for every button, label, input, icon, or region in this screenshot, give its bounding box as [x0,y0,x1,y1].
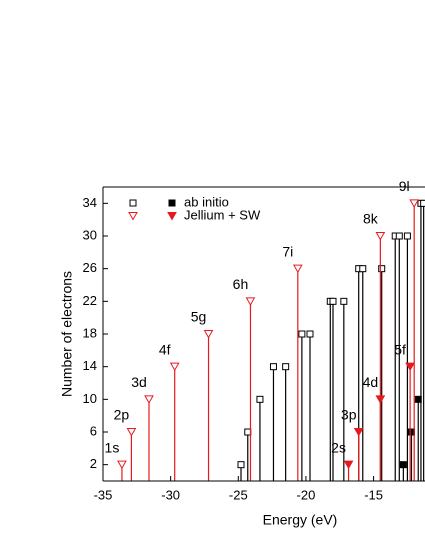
marker [256,395,264,403]
marker [144,395,154,404]
y-tick-label: 34 [83,195,97,210]
plot-area [117,199,425,481]
y-tick-label: 30 [83,227,97,242]
marker [375,232,386,241]
marker [359,265,367,273]
marker [306,330,314,338]
point-label: 1s [105,439,120,455]
marker [409,199,420,208]
marker [169,362,180,372]
marker [420,199,425,207]
marker [414,395,422,403]
x-tick-label: -35 [94,487,113,502]
y-tick-label: 6 [90,423,97,438]
marker [245,297,256,306]
marker [340,297,348,305]
marker [399,461,407,469]
y-axis-label: Number of electrons [59,271,75,397]
x-tick-label: -25 [229,487,248,502]
x-tick-label: -20 [297,487,316,502]
x-tick-label: -15 [364,487,383,502]
marker [244,428,252,436]
legend-label: ab initio [184,194,229,209]
point-label: 2s [331,439,346,455]
point-label: 4d [363,374,379,390]
legend-label: Jellium + SW [184,207,261,222]
marker [353,428,364,437]
marker [329,297,337,305]
marker [403,232,411,240]
marker [269,363,277,371]
point-label: 4f [159,341,171,357]
marker [375,395,386,404]
marker [395,232,403,240]
point-label: 8k [363,211,379,227]
marker [298,330,306,338]
point-label: 3p [341,407,357,423]
marker [129,199,137,207]
y-tick-label: 22 [83,293,97,308]
marker [343,460,354,470]
marker [117,460,127,470]
y-tick-label: 2 [90,456,97,471]
marker [203,330,214,339]
y-tick-label: 26 [83,260,97,275]
point-label: 2p [114,407,130,423]
point-label: 5f [394,341,406,357]
x-tick-label: -30 [161,487,180,502]
marker [407,428,415,436]
marker [168,199,176,207]
marker [128,212,138,221]
point-label: 7i [282,243,293,259]
marker [126,428,137,437]
point-label: 3d [131,374,147,390]
point-label: 5g [191,309,207,325]
marker [167,212,177,221]
y-tick-label: 14 [83,358,97,373]
marker [378,265,386,273]
marker [405,362,415,372]
marker [237,461,245,469]
point-label: 6h [233,276,249,292]
x-axis-label: Energy (eV) [263,512,338,528]
point-label: 9l [399,178,410,194]
marker [282,363,290,371]
marker [292,264,303,274]
y-tick-label: 18 [83,325,97,340]
y-tick-label: 10 [83,391,97,406]
